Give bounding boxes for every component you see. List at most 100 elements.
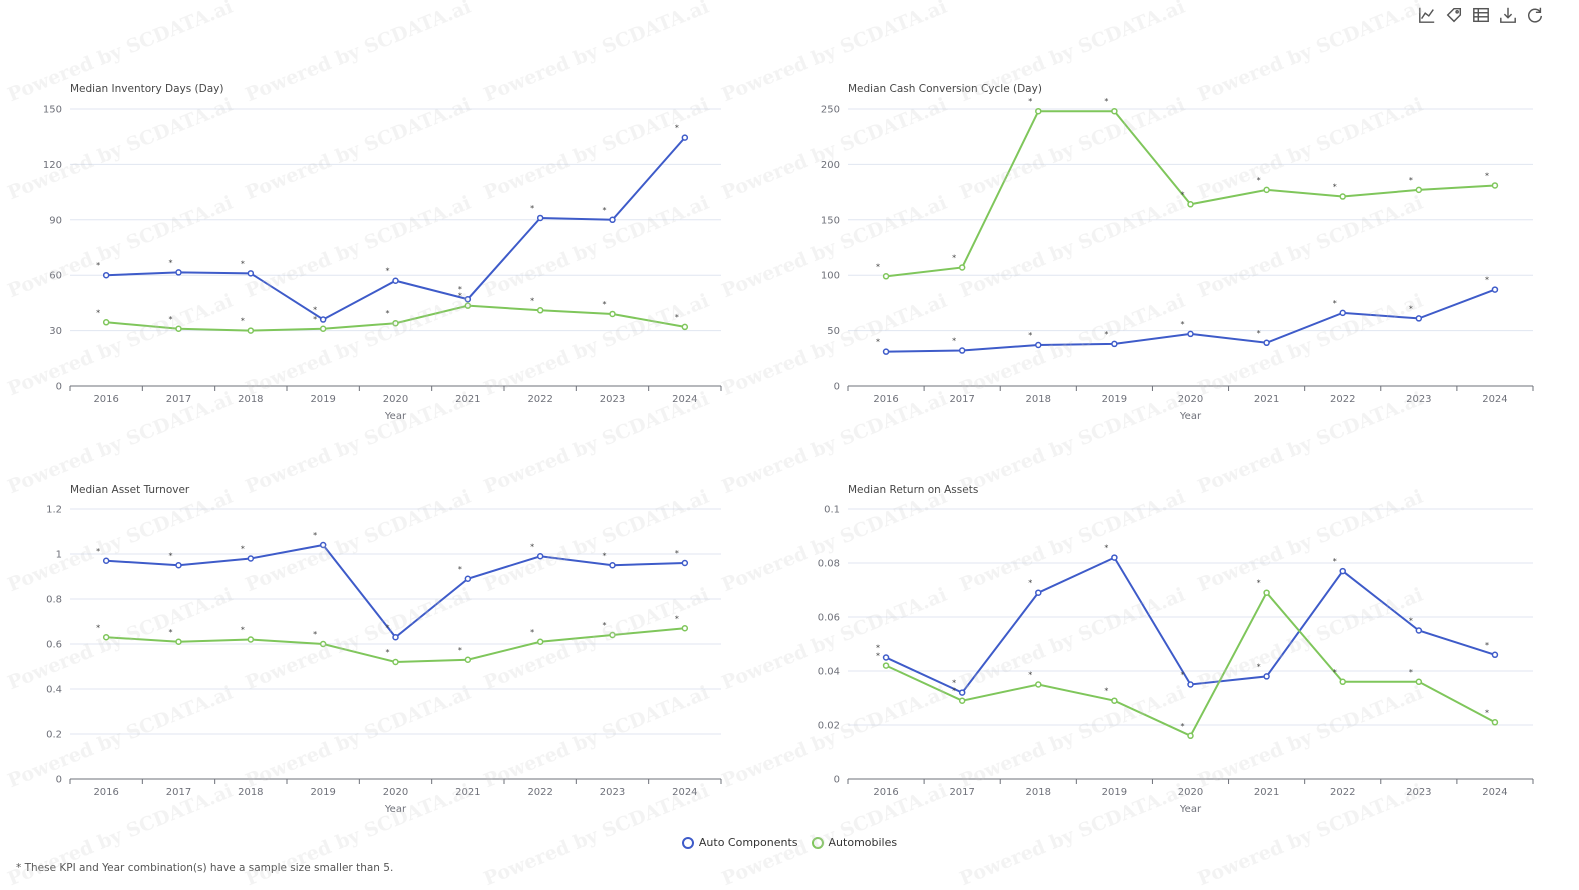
data-point <box>392 658 399 666</box>
sample-size-marker: * <box>1409 668 1413 677</box>
data-point <box>102 634 110 641</box>
data-point <box>102 319 110 326</box>
data-point <box>1187 201 1194 208</box>
sample-size-marker: * <box>1485 641 1489 650</box>
y-tick-label: 100 <box>821 271 840 282</box>
line-chart-tool[interactable] <box>1416 4 1437 25</box>
y-tick-label: 0.08 <box>818 559 840 570</box>
data-point <box>392 277 399 284</box>
sample-size-marker: * <box>1104 330 1108 339</box>
x-tick-label: 2022 <box>1330 787 1355 798</box>
tag-icon <box>1446 7 1461 22</box>
data-point <box>1035 589 1042 596</box>
sample-size-marker: * <box>169 628 173 637</box>
x-tick-label: 2020 <box>1178 787 1203 798</box>
series-line <box>106 543 685 639</box>
data-point <box>609 216 616 224</box>
data-point <box>102 557 110 564</box>
data-point <box>247 555 255 562</box>
data-point <box>1263 589 1270 596</box>
data-point <box>1263 339 1270 347</box>
data-point <box>464 575 472 582</box>
x-axis-label: Year <box>1179 411 1202 422</box>
data-point <box>958 689 966 696</box>
sample-size-marker: * <box>675 614 679 623</box>
x-tick-label: 2020 <box>1178 394 1203 405</box>
x-tick-label: 2016 <box>873 394 898 405</box>
sample-size-marker: * <box>603 621 607 630</box>
sample-size-marker: * <box>1257 662 1261 671</box>
series-line <box>885 590 1496 738</box>
sample-size-marker: * <box>1028 97 1032 106</box>
sample-size-marker: * <box>96 547 100 556</box>
data-view-tool[interactable] <box>1470 4 1491 25</box>
data-point <box>681 323 689 331</box>
data-point <box>319 640 327 648</box>
data-point <box>1187 681 1194 688</box>
chart-title: Median Return on Assets <box>848 484 978 496</box>
data-point <box>536 638 544 645</box>
y-tick-label: 0.8 <box>46 595 62 606</box>
data-point <box>175 638 182 645</box>
sample-size-marker: * <box>241 259 245 268</box>
sample-size-marker: * <box>386 623 390 632</box>
sample-size-marker: * <box>603 206 607 215</box>
y-tick-label: 0.1 <box>824 505 840 516</box>
y-tick-label: 150 <box>821 215 840 226</box>
sample-size-marker: * <box>1028 579 1032 588</box>
y-tick-label: 120 <box>43 160 62 171</box>
sample-size-marker: * <box>1104 97 1108 106</box>
data-point <box>882 348 890 355</box>
sample-size-marker: * <box>876 338 880 347</box>
x-tick-label: 2018 <box>1026 394 1051 405</box>
x-tick-label: 2016 <box>93 787 118 798</box>
sample-size-marker: * <box>313 531 317 540</box>
legend-label: Auto Components <box>698 836 798 849</box>
tag-tool[interactable] <box>1443 4 1464 25</box>
x-axis-label: Year <box>1179 804 1202 815</box>
y-tick-label: 0.04 <box>818 667 840 678</box>
save-image-tool[interactable] <box>1497 4 1518 25</box>
sample-size-marker: * <box>169 258 173 267</box>
x-tick-label: 2024 <box>1482 787 1507 798</box>
sample-size-marker: * <box>1181 671 1185 680</box>
y-tick-label: 0 <box>56 775 62 786</box>
restore-tool[interactable] <box>1524 4 1545 25</box>
sample-size-marker: * <box>96 623 100 632</box>
x-tick-label: 2021 <box>1254 394 1279 405</box>
data-point <box>1035 681 1042 688</box>
data-point <box>247 636 255 643</box>
sample-size-marker: * <box>1333 183 1337 192</box>
sample-size-marker: * <box>675 313 679 322</box>
data-point <box>1415 678 1423 686</box>
x-tick-label: 2018 <box>238 787 263 798</box>
data-point <box>609 631 616 639</box>
chart-title: Median Asset Turnover <box>70 484 190 496</box>
sample-size-marker: * <box>169 315 173 324</box>
sample-size-marker: * <box>1485 276 1489 285</box>
sample-size-marker: * <box>458 646 462 655</box>
series-line <box>885 110 1496 278</box>
data-point <box>536 307 544 314</box>
x-tick-label: 2017 <box>949 787 974 798</box>
legend-item-auto-components[interactable]: Auto Components <box>681 836 798 849</box>
chart-title: Median Inventory Days (Day) <box>70 83 224 95</box>
y-tick-label: 90 <box>49 215 62 226</box>
x-tick-label: 2019 <box>310 787 335 798</box>
legend: Auto Components Automobiles <box>0 836 1579 849</box>
series-line <box>885 556 1496 694</box>
sample-size-marker: * <box>876 644 880 653</box>
legend-item-automobiles[interactable]: Automobiles <box>811 836 897 849</box>
y-tick-label: 0.2 <box>46 730 62 741</box>
sample-size-marker: * <box>603 300 607 309</box>
x-tick-label: 2024 <box>672 394 697 405</box>
y-tick-label: 0 <box>56 382 62 393</box>
sample-size-marker: * <box>458 285 462 294</box>
legend-marker <box>681 836 694 849</box>
sample-size-marker: * <box>876 262 880 271</box>
data-point <box>247 327 255 334</box>
footnote: * These KPI and Year combination(s) have… <box>16 862 394 874</box>
x-tick-label: 2023 <box>600 787 625 798</box>
data-point <box>1491 651 1499 659</box>
